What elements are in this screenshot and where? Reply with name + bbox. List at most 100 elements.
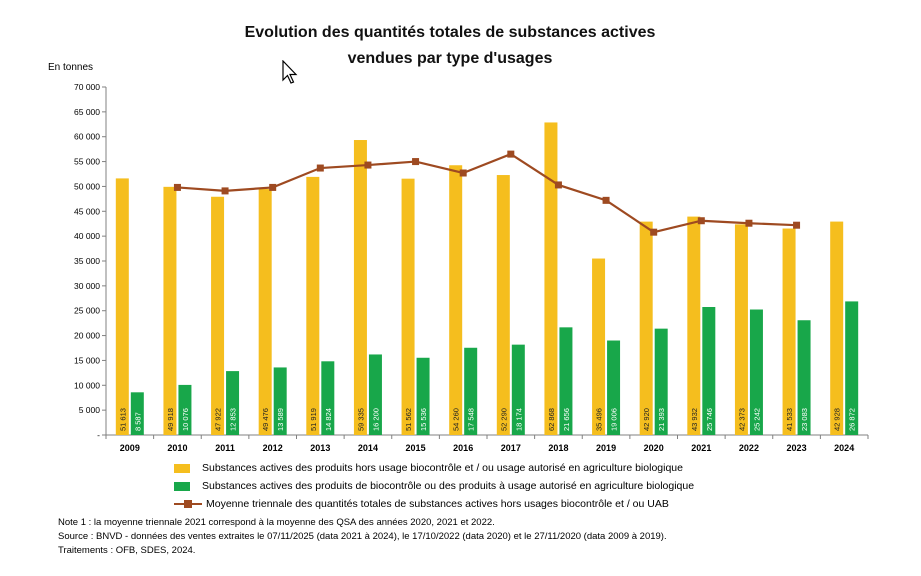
legend-swatch-green <box>174 481 190 491</box>
bar-value-label-series1: 49 476 <box>261 408 270 431</box>
x-tick-label: 2017 <box>501 443 521 453</box>
y-tick-label: 10 000 <box>74 380 100 390</box>
x-tick-label: 2013 <box>310 443 330 453</box>
bar-series1 <box>449 165 463 435</box>
x-tick-label: 2019 <box>596 443 616 453</box>
x-tick-label: 2021 <box>691 443 711 453</box>
legend-label-series2: Substances actives des produits de bioco… <box>202 480 695 492</box>
chart-title-line2: vendues par type d'usages <box>347 50 553 67</box>
bar-series2 <box>654 328 668 435</box>
bar-series2 <box>749 309 763 435</box>
bar-value-label-series1: 62 868 <box>547 408 556 431</box>
bar-value-label-series2: 26 872 <box>848 408 857 431</box>
bar-series2 <box>559 327 573 435</box>
line-series3 <box>177 152 797 234</box>
bar-value-label-series2: 17 548 <box>467 408 476 431</box>
y-tick-label: - <box>97 430 100 440</box>
bar-series1 <box>306 176 320 435</box>
legend-item-series3: Moyenne triennale des quantités totales … <box>174 495 694 513</box>
bar-series1 <box>353 140 367 436</box>
line-marker-series3 <box>412 158 420 166</box>
bar-series2 <box>130 392 144 435</box>
bar-value-label-series2: 12 853 <box>229 408 238 431</box>
x-tick-label: 2014 <box>358 443 378 453</box>
y-tick-label: 5 000 <box>79 405 101 415</box>
y-tick-label: 30 000 <box>74 281 100 291</box>
bar-series1 <box>211 196 225 435</box>
x-tick-label: 2010 <box>167 443 187 453</box>
y-tick-label: 65 000 <box>74 107 100 117</box>
bar-value-label-series2: 25 746 <box>705 408 714 431</box>
bar-value-label-series2: 18 174 <box>514 408 523 431</box>
y-tick-label: 45 000 <box>74 206 100 216</box>
bar-series1 <box>115 178 129 435</box>
bar-series1 <box>496 175 510 435</box>
notes-block: Note 1 : la moyenne triennale 2021 corre… <box>58 516 667 558</box>
y-tick-label: 35 000 <box>74 256 100 266</box>
bar-series2 <box>845 301 859 435</box>
bar-series2 <box>321 361 335 435</box>
line-marker-series3 <box>697 217 705 225</box>
x-tick-label: 2024 <box>834 443 854 453</box>
bar-series2 <box>464 347 478 435</box>
bar-value-label-series1: 51 562 <box>404 408 413 431</box>
legend-swatch-line <box>174 499 202 509</box>
x-tick-label: 2022 <box>739 443 759 453</box>
bar-series2 <box>368 354 382 435</box>
line-marker-series3 <box>221 187 229 195</box>
bar-value-label-series2: 10 076 <box>181 408 190 431</box>
legend-item-series2: Substances actives des produits de bioco… <box>174 477 694 495</box>
y-tick-label: 25 000 <box>74 306 100 316</box>
legend-swatch-yellow <box>174 463 190 473</box>
bar-series1 <box>687 216 701 435</box>
bar-value-label-series1: 51 613 <box>118 408 127 431</box>
line-marker-series3 <box>793 221 801 229</box>
note-line: Note 1 : la moyenne triennale 2021 corre… <box>58 517 495 528</box>
line-marker-series3 <box>507 150 515 158</box>
bar-value-label-series2: 8 587 <box>133 412 142 431</box>
bar-value-label-series2: 15 536 <box>419 408 428 431</box>
bar-value-label-series1: 41 533 <box>785 408 794 431</box>
bar-value-label-series2: 21 656 <box>562 408 571 431</box>
y-tick-label: 55 000 <box>74 157 100 167</box>
y-tick-label: 20 000 <box>74 331 100 341</box>
bar-series2 <box>416 357 430 435</box>
bar-series2 <box>178 384 192 435</box>
bar-value-label-series1: 42 920 <box>642 408 651 431</box>
bar-value-label-series2: 25 242 <box>752 408 761 431</box>
bar-value-label-series1: 42 928 <box>833 408 842 431</box>
bar-value-label-series2: 23 083 <box>800 408 809 431</box>
legend-label-series3: Moyenne triennale des quantités totales … <box>206 498 669 510</box>
x-tick-label: 2012 <box>263 443 283 453</box>
bar-series1 <box>830 221 844 435</box>
bar-series1 <box>258 189 272 435</box>
line-marker-series3 <box>316 164 324 172</box>
bar-series1 <box>163 186 177 435</box>
line-marker-series3 <box>745 219 753 227</box>
y-tick-label: 15 000 <box>74 355 100 365</box>
bar-series1 <box>544 122 558 435</box>
bar-series1 <box>401 178 415 435</box>
line-marker-series3 <box>269 183 277 191</box>
line-marker-series3 <box>650 228 658 236</box>
y-tick-label: 40 000 <box>74 231 100 241</box>
legend: Substances actives des produits hors usa… <box>174 459 694 513</box>
x-tick-label: 2009 <box>120 443 140 453</box>
mouse-cursor-icon <box>282 60 298 84</box>
bar-series2 <box>273 367 287 435</box>
bar-series2 <box>797 320 811 435</box>
bar-value-label-series1: 42 373 <box>737 408 746 431</box>
bar-series1 <box>734 224 748 435</box>
bar-series1 <box>592 258 606 435</box>
legend-item-series1: Substances actives des produits hors usa… <box>174 459 694 477</box>
y-tick-label: 60 000 <box>74 132 100 142</box>
line-marker-series3 <box>173 183 181 191</box>
bar-series2 <box>511 344 525 435</box>
bar-value-label-series1: 47 922 <box>214 408 223 431</box>
x-tick-label: 2023 <box>787 443 807 453</box>
x-tick-label: 2016 <box>453 443 473 453</box>
bar-value-label-series2: 14 824 <box>324 408 333 431</box>
bar-value-label-series1: 59 335 <box>356 408 365 431</box>
bar-series1 <box>639 221 653 435</box>
bar-value-label-series2: 21 393 <box>657 408 666 431</box>
